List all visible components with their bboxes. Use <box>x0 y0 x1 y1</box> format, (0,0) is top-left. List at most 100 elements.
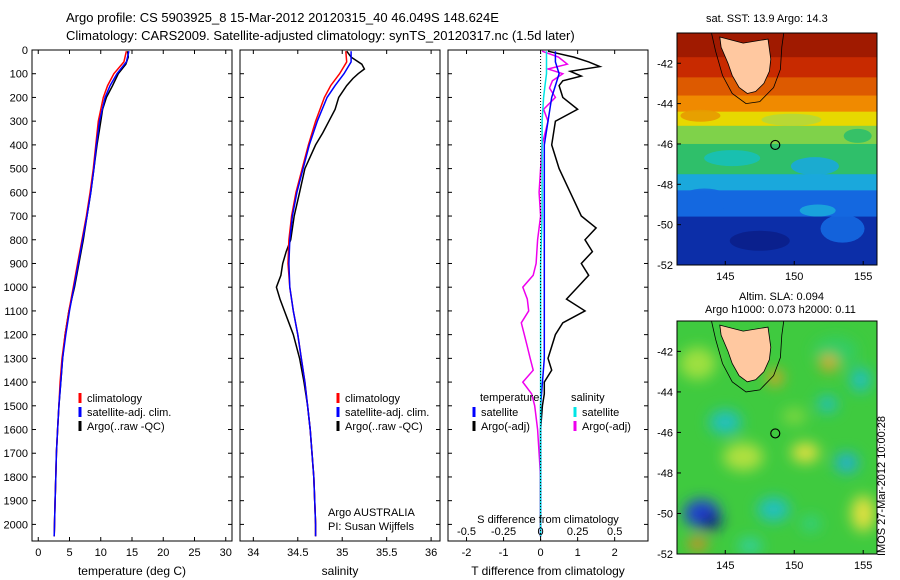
s-tick-label: -0.25 <box>491 526 516 538</box>
map-y-tick-label: -50 <box>657 508 673 520</box>
x-axis-label: temperature (deg C) <box>78 564 186 578</box>
sst-patch <box>761 113 822 126</box>
sst-patch <box>843 128 872 143</box>
y-tick-label: 0 <box>22 45 28 57</box>
map-frame <box>676 32 878 266</box>
x-tick-label: 0 <box>35 547 41 559</box>
x-tick-label: 5 <box>66 547 72 559</box>
sla-patch <box>738 537 763 554</box>
sst-map: 145 150 155 -42 -44 -46 -48 -50 -52 <box>657 32 878 283</box>
y-tick-label: 1400 <box>4 377 28 389</box>
map-y-tick-label: -46 <box>657 139 673 151</box>
s-tick-label: 0 <box>538 526 544 538</box>
sal-legend-label: Argo(..raw -QC) <box>345 421 423 433</box>
series-line-satellite <box>539 51 548 537</box>
tasmania-land <box>719 36 772 94</box>
salinity-panel: 34 34.5 35 35.5 36 salinity climatology satelli… <box>239 49 441 578</box>
series-group <box>53 51 130 537</box>
sla-patch <box>687 537 708 550</box>
sst-patch <box>678 188 731 213</box>
sla-patch <box>820 355 837 372</box>
y-tick-label: 700 <box>10 211 28 223</box>
sla-patch <box>701 513 722 530</box>
x-tick-label: 34.5 <box>287 547 308 559</box>
map-x-tick-label: 145 <box>716 560 734 572</box>
plot-frame <box>239 49 441 542</box>
annotation-line1: Argo AUSTRALIA <box>328 507 415 519</box>
map-y-tick-label: -44 <box>657 387 673 399</box>
y-tick-label: 1300 <box>4 353 28 365</box>
map-x-tick-label: 155 <box>854 560 872 572</box>
sal-legend-label: climatology <box>345 393 401 405</box>
diff-s-legend-label: satellite <box>582 407 619 419</box>
map-x-tick-label: 150 <box>785 271 803 283</box>
temp-legend-label: climatology <box>87 393 143 405</box>
y-tick-label: 100 <box>10 69 28 81</box>
x-axis-label: salinity <box>322 564 359 578</box>
y-tick-label: 300 <box>10 116 28 128</box>
y-tick-label: 1500 <box>4 401 28 413</box>
argo-float-marker <box>770 428 781 439</box>
x-tick-label: 2 <box>612 547 618 559</box>
plot-frame <box>447 49 649 542</box>
y-tick-label: 1100 <box>4 306 28 318</box>
sla-patch <box>791 442 820 463</box>
map-y-tick-label: -52 <box>657 260 673 272</box>
sla-map-title-line2: Argo h1000: 0.073 h2000: 0.11 <box>705 304 856 316</box>
sla-patch <box>723 442 764 471</box>
map-frame <box>676 320 878 555</box>
figure-title-line1: Argo profile: CS 5903925_8 15-Mar-2012 2… <box>66 10 499 25</box>
sla-map: 145 150 155 -42 -44 -46 -48 -50 -52 <box>657 320 878 572</box>
annotation-line2: PI: Susan Wijffels <box>328 521 414 533</box>
map-y-tick-label: -48 <box>657 468 673 480</box>
x-tick-label: -2 <box>462 547 472 559</box>
x-tick-label: -1 <box>499 547 509 559</box>
y-tick-label: 400 <box>10 140 28 152</box>
series-line-argo--adj- <box>520 50 569 537</box>
x-tick-label: 25 <box>188 547 200 559</box>
temp-legend-label: satellite-adj. clim. <box>87 407 171 419</box>
map-y-tick-label: -42 <box>657 58 673 70</box>
series-line-argo--adj- <box>539 50 603 537</box>
map-x-tick-label: 150 <box>785 560 803 572</box>
x-tick-label: 20 <box>157 547 169 559</box>
y-tick-label: 800 <box>10 235 28 247</box>
sst-band <box>677 125 877 146</box>
difference-panel: -2 -1 0 1 2 T difference from climatology -0.5… <box>447 49 649 578</box>
y-tick-label: 1600 <box>4 425 28 437</box>
sst-band <box>677 77 877 98</box>
sla-patch <box>850 367 871 392</box>
diff-s-legend-label: Argo(-adj) <box>582 421 631 433</box>
s-tick-label: 0.5 <box>607 526 622 538</box>
tasmania-land <box>719 324 772 383</box>
sst-patch <box>704 150 761 167</box>
sst-band <box>677 174 877 193</box>
y-tick-label: 1900 <box>4 496 28 508</box>
y-tick-label: 1000 <box>4 282 28 294</box>
sst-map-title: sat. SST: 13.9 Argo: 14.3 <box>706 13 828 25</box>
y-tick-label: 500 <box>10 164 28 176</box>
sla-patch <box>800 515 821 532</box>
sla-patch <box>679 347 716 380</box>
map-y-tick-label: -42 <box>657 346 673 358</box>
sst-patch <box>799 204 836 217</box>
map-y-tick-label: -52 <box>657 549 673 561</box>
sla-patch <box>709 410 742 435</box>
y-tick-label: 2000 <box>4 519 28 531</box>
x-tick-label: 35.5 <box>376 547 397 559</box>
legend-heading-temperature: temperature <box>480 392 539 404</box>
x-tick-label: 30 <box>220 547 232 559</box>
map-y-tick-label: -48 <box>657 179 673 191</box>
sla-patch <box>766 369 783 386</box>
map-y-tick-label: -46 <box>657 427 673 439</box>
sal-legend-label: satellite-adj. clim. <box>345 407 429 419</box>
x-tick-label: 35 <box>336 547 348 559</box>
x-tick-label: 36 <box>425 547 437 559</box>
s-axis-label: S difference from climatology <box>477 514 619 526</box>
map-y-tick-label: -44 <box>657 99 673 111</box>
x-tick-label: 34 <box>247 547 259 559</box>
map-body <box>677 321 877 554</box>
sla-patch <box>834 452 859 473</box>
y-tick-label: 1800 <box>4 472 28 484</box>
sla-map-title-line1: Altim. SLA: 0.094 <box>739 291 824 303</box>
